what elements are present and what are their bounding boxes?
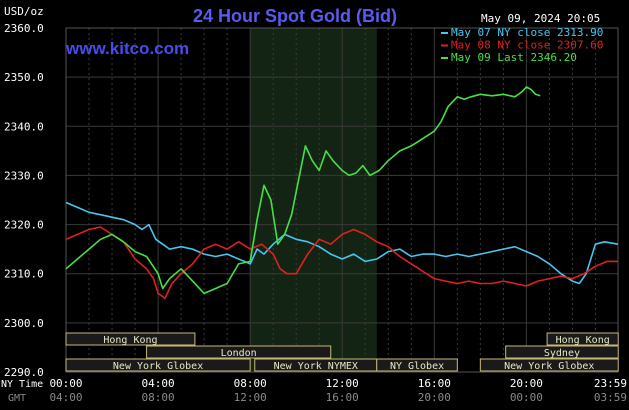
ny-tick-label: 04:00 xyxy=(142,377,175,390)
session-bar xyxy=(146,345,332,359)
y-tick-label: 2310.0 xyxy=(4,268,44,281)
session-label: New York Globex xyxy=(504,361,594,372)
legend-entry: May 09 Last 2346.20 xyxy=(451,51,577,64)
gmt-label: GMT xyxy=(8,393,26,404)
series-line xyxy=(65,201,619,285)
session-bar xyxy=(479,358,619,372)
session-label: New York Globex xyxy=(113,361,203,372)
gmt-tick-label: 20:00 xyxy=(418,391,451,404)
series-line xyxy=(65,226,618,300)
legend-entry: May 07 NY close 2313.90 xyxy=(451,26,603,39)
session-bar xyxy=(65,332,196,346)
legend-swatch xyxy=(441,32,448,34)
session-label: Sydney xyxy=(544,348,580,359)
plot-area xyxy=(65,27,619,373)
session-label: Hong Kong xyxy=(556,335,610,346)
legend-swatch xyxy=(441,57,448,59)
ny-tick-label: 23:59 xyxy=(594,377,627,390)
ny-tick-label: 16:00 xyxy=(418,377,451,390)
y-tick-label: 2340.0 xyxy=(4,120,44,133)
nymex-session-highlight xyxy=(250,28,377,372)
session-label: London xyxy=(221,348,257,359)
y-tick-label: 2300.0 xyxy=(4,317,44,330)
y-tick-label: 2350.0 xyxy=(4,71,44,84)
ny-time-label: NY Time xyxy=(1,379,43,390)
y-tick-label: 2320.0 xyxy=(4,219,44,232)
gmt-tick-label: 16:00 xyxy=(326,391,359,404)
session-bar xyxy=(376,358,458,372)
session-label: NY Globex xyxy=(390,361,444,372)
y-tick-label: 2290.0 xyxy=(4,366,44,379)
axes: 2290.0 2300.0 2310.0 2320.0 2330.0 2340.0 2350… xyxy=(1,22,627,404)
ny-tick-label: 20:00 xyxy=(510,377,543,390)
gmt-tick-label: 08:00 xyxy=(142,391,175,404)
gmt-tick-label: 04:00 xyxy=(49,391,82,404)
plot-frame xyxy=(65,27,619,373)
series-line xyxy=(65,86,541,295)
trading-sessions: Hong Kong Hong Kong London Sydney New York G… xyxy=(65,332,619,372)
gmt-tick-label: 12:00 xyxy=(234,391,267,404)
ny-tick-label: 00:00 xyxy=(49,377,82,390)
gmt-tick-label: 03:59 xyxy=(594,391,627,404)
ny-tick-label: 12:00 xyxy=(326,377,359,390)
session-label: New York NYMEX xyxy=(274,361,358,372)
gmt-tick-label: 00:00 xyxy=(510,391,543,404)
ny-tick-label: 08:00 xyxy=(234,377,267,390)
unit-label: USD/oz xyxy=(4,5,44,18)
y-tick-label: 2330.0 xyxy=(4,169,44,182)
watermark: www.kitco.com xyxy=(65,39,189,58)
session-bar xyxy=(505,345,619,359)
chart-title: 24 Hour Spot Gold (Bid) xyxy=(193,6,397,26)
legend-swatch xyxy=(441,44,448,47)
session-bar xyxy=(65,358,251,372)
session-bar xyxy=(546,332,619,346)
timestamp: May 09, 2024 20:05 xyxy=(481,12,600,25)
price-series xyxy=(65,86,619,300)
session-label: Hong Kong xyxy=(103,335,157,346)
legend-entry: May 08 NY close 2307.60 xyxy=(451,39,603,52)
y-tick-label: 2360.0 xyxy=(4,22,44,35)
